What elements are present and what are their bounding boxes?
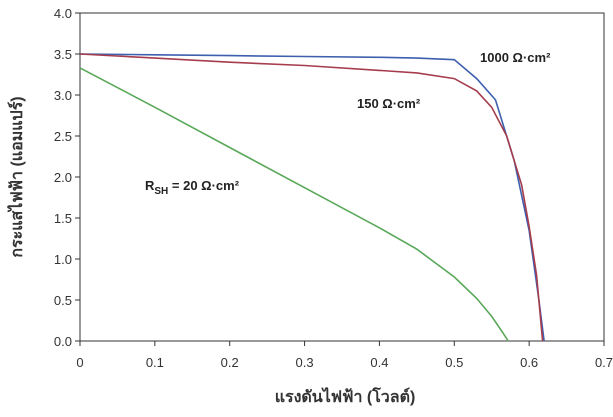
- y-tick-label: 2.5: [54, 129, 72, 144]
- y-tick-label: 1.5: [54, 211, 72, 226]
- x-tick-label: 0.7: [595, 355, 613, 370]
- x-axis-label: แรงดันไฟฟ้า (โวลต์): [275, 386, 416, 406]
- x-tick-label: 0: [76, 355, 83, 370]
- annotation: 1000 Ω·cm²: [480, 50, 551, 65]
- annotation: RSH = 20 Ω·cm²: [145, 178, 240, 197]
- y-tick-label: 3.0: [54, 88, 72, 103]
- y-tick-label: 1.0: [54, 252, 72, 267]
- x-tick-label: 0.5: [445, 355, 463, 370]
- y-tick-label: 0.5: [54, 293, 72, 308]
- annotation-part: = 20 Ω·cm²: [168, 178, 239, 193]
- x-tick-label: 0.2: [221, 355, 239, 370]
- chart: 1000 Ω·cm² 150 Ω·cm² RSH = 20 Ω·cm² แรงด…: [0, 0, 613, 412]
- x-tick-label: 0.1: [146, 355, 164, 370]
- series-line: [80, 54, 543, 341]
- x-tick-label: 0.4: [370, 355, 388, 370]
- y-tick-label: 2.0: [54, 170, 72, 185]
- x-tick-label: 0.3: [296, 355, 314, 370]
- y-tick-label: 4.0: [54, 6, 72, 21]
- series-line: [80, 68, 508, 341]
- y-tick-label: 0.0: [54, 334, 72, 349]
- annotation: 150 Ω·cm²: [357, 96, 421, 111]
- y-axis-label: กระแสไฟฟ้า (แอมแปร์): [7, 96, 26, 257]
- series-line: [80, 54, 544, 341]
- x-tick-label: 0.6: [520, 355, 538, 370]
- annotation-sub: SH: [154, 186, 168, 197]
- y-tick-label: 3.5: [54, 47, 72, 62]
